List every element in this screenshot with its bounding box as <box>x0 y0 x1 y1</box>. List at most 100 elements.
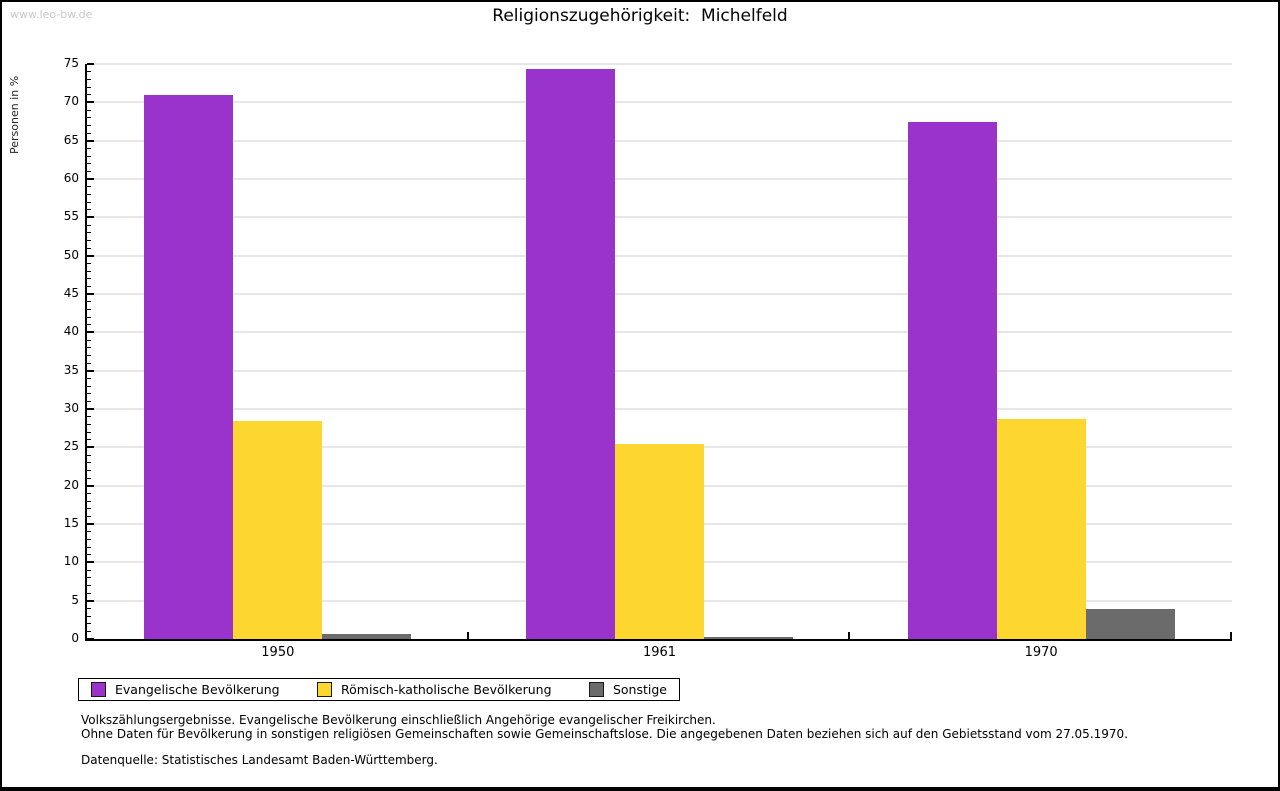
y-axis-minor-tick <box>87 377 91 379</box>
y-axis-minor-tick <box>87 278 91 280</box>
y-axis-minor-tick <box>87 224 91 226</box>
y-gridline <box>87 216 1232 219</box>
y-axis-minor-tick <box>87 615 91 617</box>
y-axis-minor-tick <box>87 316 91 318</box>
y-gridline <box>87 293 1232 295</box>
y-gridline <box>87 139 1232 142</box>
y-gridline <box>87 178 1232 180</box>
y-axis-tick-label: 0 <box>71 631 79 645</box>
y-gridline <box>87 63 1232 65</box>
y-axis-tick-label: 50 <box>63 247 79 262</box>
y-axis-minor-tick <box>87 584 91 586</box>
y-axis-major-tick <box>87 331 94 334</box>
legend-swatch <box>91 682 106 697</box>
bar-1961-series1 <box>615 444 704 639</box>
y-axis-tick-label: 30 <box>63 401 79 415</box>
y-axis-tick-label: 5 <box>71 592 79 607</box>
y-axis-major-tick <box>87 369 94 372</box>
y-axis-minor-tick <box>87 492 91 494</box>
y-axis-minor-tick <box>87 301 91 303</box>
y-axis-tick-label: 20 <box>63 477 79 492</box>
y-axis-title: Personen in % <box>8 75 21 154</box>
bar-1961-series0 <box>526 69 615 639</box>
y-axis-minor-tick <box>87 569 91 571</box>
y-gridline <box>87 408 1232 410</box>
y-axis-minor-tick <box>87 538 91 540</box>
y-axis-minor-tick <box>87 124 91 126</box>
bar-1970-series0 <box>907 122 997 639</box>
x-axis-separator-tick <box>466 632 469 639</box>
y-axis-minor-tick <box>87 400 91 402</box>
legend: Evangelische Bevölkerung Römisch-katholis… <box>78 678 680 701</box>
y-axis-minor-tick <box>87 577 91 579</box>
y-axis-minor-tick <box>87 439 91 441</box>
y-axis-minor-tick <box>87 94 91 96</box>
y-axis-minor-tick <box>87 423 91 425</box>
y-axis-minor-tick <box>87 607 91 609</box>
y-axis-minor-tick <box>87 354 91 356</box>
y-axis-minor-tick <box>87 385 91 387</box>
legend-label: Sonstige <box>612 682 667 697</box>
y-axis-minor-tick <box>87 469 91 471</box>
y-axis-minor-tick <box>87 416 91 418</box>
y-axis-minor-tick <box>87 78 91 80</box>
legend-item: Römisch-katholische Bevölkerung <box>317 682 552 697</box>
y-axis-major-tick <box>87 638 94 640</box>
x-axis-separator-tick <box>848 632 851 639</box>
y-axis-minor-tick <box>87 339 91 341</box>
y-axis-minor-tick <box>87 515 91 517</box>
y-axis-minor-tick <box>87 170 91 172</box>
y-axis-minor-tick <box>87 362 91 364</box>
y-axis-minor-tick <box>87 431 91 433</box>
y-axis-major-tick <box>87 484 94 487</box>
y-axis-tick-label: 75 <box>63 56 79 70</box>
y-axis-minor-tick <box>87 393 91 395</box>
bar-1950-series0 <box>144 94 234 639</box>
page-title: Religionszugehörigkeit: Michelfeld <box>492 6 788 26</box>
x-axis-label-1950: 1950 <box>261 645 295 660</box>
bar-1961-series2 <box>704 636 793 639</box>
y-axis-tick-label: 25 <box>63 439 79 454</box>
y-axis-minor-tick <box>87 209 91 211</box>
y-axis-major-tick <box>87 254 94 257</box>
y-axis-minor-tick <box>87 623 91 625</box>
y-axis-minor-tick <box>87 163 91 165</box>
y-axis-major-tick <box>87 139 94 142</box>
y-axis-major-tick <box>87 408 94 410</box>
y-gridline <box>87 101 1232 104</box>
y-axis-minor-tick <box>87 454 91 456</box>
y-axis-minor-tick <box>87 86 91 88</box>
footer: Volkszählungsergebnisse. Evangelische Be… <box>81 713 1128 767</box>
footer-note-line1: Volkszählungsergebnisse. Evangelische Be… <box>81 713 716 727</box>
bar-1970-series2 <box>1085 609 1175 639</box>
y-axis-minor-tick <box>87 155 91 157</box>
y-axis-minor-tick <box>87 500 91 502</box>
y-axis-tick-label: 60 <box>63 171 79 185</box>
y-axis-major-tick <box>87 599 94 602</box>
y-axis-major-tick <box>87 216 94 219</box>
y-axis-major-tick <box>87 101 94 104</box>
y-gridline <box>87 331 1232 334</box>
y-axis-tick-label: 10 <box>63 554 79 569</box>
y-gridline <box>87 254 1232 257</box>
y-axis-tick-label: 65 <box>63 132 79 147</box>
y-axis-major-tick <box>87 446 94 449</box>
y-axis-minor-tick <box>87 324 91 326</box>
legend-item: Sonstige <box>588 682 667 697</box>
x-axis-separator-tick <box>1230 632 1232 639</box>
y-axis-tick-label: 15 <box>63 516 79 530</box>
y-axis-minor-tick <box>87 247 91 249</box>
y-axis-major-tick <box>87 293 94 295</box>
y-axis-minor-tick <box>87 531 91 533</box>
y-axis-minor-tick <box>87 554 91 556</box>
y-axis-minor-tick <box>87 592 91 594</box>
y-axis-minor-tick <box>87 262 91 264</box>
y-axis-minor-tick <box>87 201 91 203</box>
plot-area: 0 5 10 15 20 25 30 35 40 45 50 55 60 65 70 75 1950 1961 19… <box>64 56 1232 660</box>
footer-note-line2: Ohne Daten für Bevölkerung in sonstigen … <box>81 727 1128 741</box>
bar-1950-series1 <box>233 420 323 639</box>
legend-swatch <box>317 682 333 697</box>
y-axis-minor-tick <box>87 109 91 111</box>
y-axis-minor-tick <box>87 546 91 548</box>
